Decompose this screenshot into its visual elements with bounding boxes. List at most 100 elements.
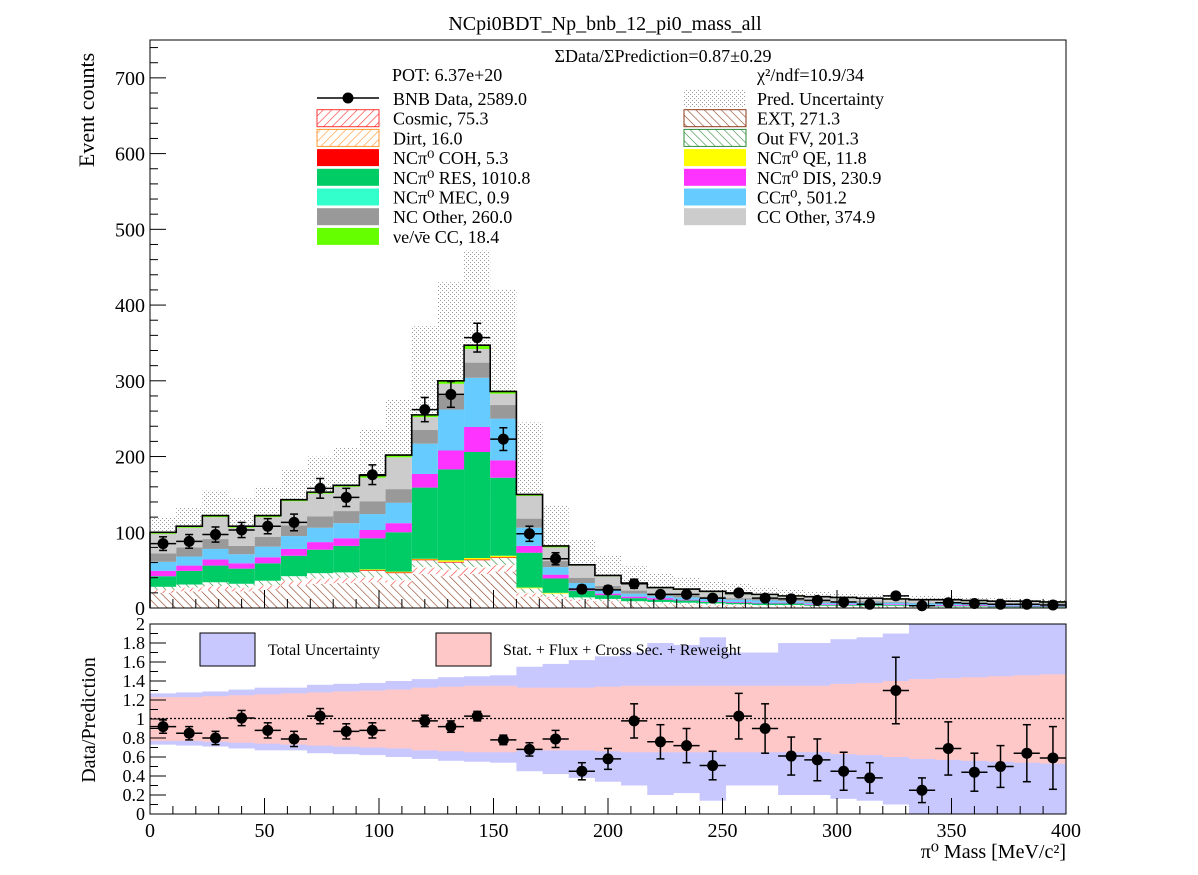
stack-bar [280, 576, 308, 581]
data-point [150, 536, 177, 552]
ratio-y-tick-label: 0.8 [123, 728, 146, 748]
legend-label: NCπ⁰ QE, 11.8 [757, 148, 867, 168]
data-point [280, 513, 308, 532]
stack-bar [359, 529, 386, 539]
ratio-y-tick-label: 0.2 [123, 785, 146, 805]
main-histogram-panel: 0 100 200 300 400 500 600 700 [115, 39, 1067, 620]
ratio-point [359, 722, 386, 739]
ratio-y-tick-label: 0 [136, 804, 145, 824]
data-marker [576, 583, 588, 595]
ratio-legend-swatch [435, 632, 492, 667]
stack-bar [464, 558, 491, 560]
ratio-point [254, 722, 281, 739]
stack-bar [542, 578, 569, 593]
stack-bar [359, 570, 386, 571]
ratio-point [778, 736, 805, 776]
ratio-point [621, 703, 648, 739]
stack-bar [228, 554, 255, 564]
stack-bar [725, 601, 752, 603]
stack-bar [385, 489, 412, 503]
ratio-marker [628, 715, 640, 727]
stack-bar [490, 393, 517, 406]
ratio-point [490, 734, 517, 746]
stack-bar [411, 430, 438, 444]
ratio-marker [314, 710, 326, 722]
ratio-marker [733, 710, 745, 722]
y-tick-label: 600 [115, 144, 145, 166]
ratio-point [307, 707, 334, 725]
stack-bar [385, 573, 412, 580]
stack-bar [647, 601, 674, 604]
stack-bar [202, 539, 229, 549]
data-marker [340, 491, 352, 503]
stack-bar [882, 605, 909, 607]
data-point [176, 533, 203, 549]
stack-bar [516, 587, 543, 589]
stack-bar [307, 579, 334, 584]
stack-bar [437, 562, 465, 570]
stack-bar [490, 555, 517, 558]
ratio-point [804, 738, 831, 782]
y-tick-label: 400 [115, 295, 145, 317]
legend-entry: Out FV, 201.3 [683, 128, 859, 148]
stack-bar [882, 604, 909, 605]
stack-bar [411, 443, 438, 474]
stack-bar [568, 565, 595, 578]
legend-swatch [684, 208, 746, 226]
data-marker [916, 600, 928, 612]
data-point [411, 396, 438, 423]
y-tick-label: 100 [115, 522, 145, 544]
stack-bar [228, 583, 255, 588]
legend-swatch [317, 188, 379, 206]
stack-bar [333, 511, 360, 524]
legend-swatch [684, 90, 746, 107]
legend-entry: Dirt, 16.0 [316, 128, 463, 148]
stack-bar [490, 460, 517, 478]
pot-annotation: POT: 6.37e+20 [392, 65, 502, 85]
series-cosmic-75-3 [150, 565, 805, 607]
stack-bar [333, 523, 360, 539]
ratio-marker [942, 742, 954, 754]
stack-bar [333, 545, 360, 573]
ratio-legend-entry: Total Uncertainty [199, 632, 380, 667]
legend-marker [342, 92, 354, 104]
stack-bar [359, 577, 386, 583]
stack-bar [280, 548, 308, 556]
stacked-histogram [150, 345, 1066, 608]
ratio-point [751, 703, 779, 754]
stack-bar [385, 457, 412, 490]
ratio-marker [209, 732, 221, 744]
stack-bar [280, 536, 308, 549]
stack-bar [359, 514, 386, 530]
stack-bar [150, 576, 177, 587]
stack-bar [516, 592, 543, 594]
stack-bar [751, 606, 779, 608]
ratio-point [333, 723, 360, 740]
ratio-point [280, 730, 308, 748]
stack-bar [176, 584, 203, 588]
legend-label: Pred. Uncertainty [757, 89, 884, 109]
stack-bar [751, 604, 779, 606]
stack-bar [673, 602, 700, 605]
stack-bar [699, 604, 726, 606]
stack-bar [202, 589, 229, 608]
stack-bar [464, 348, 491, 363]
ratio-marker [811, 754, 823, 766]
stack-bar [542, 598, 569, 608]
stack-bar [621, 601, 648, 603]
x-tick-label: 300 [822, 820, 852, 842]
stack-bar [464, 573, 491, 608]
ratio-point [1039, 725, 1066, 791]
stack-bar [176, 591, 203, 608]
legend-swatch [684, 188, 746, 206]
x-tick-label: 200 [593, 820, 623, 842]
series-nc-res-1010-8 [150, 451, 1066, 608]
stack-bar [594, 576, 622, 587]
data-marker [314, 482, 326, 494]
stack-bar [542, 593, 569, 597]
ratio-uncertainty-bands [150, 624, 1067, 814]
stack-bar [176, 565, 203, 571]
stack-bar [542, 592, 569, 594]
ratio-point [228, 709, 255, 727]
stack-bar [621, 596, 648, 599]
